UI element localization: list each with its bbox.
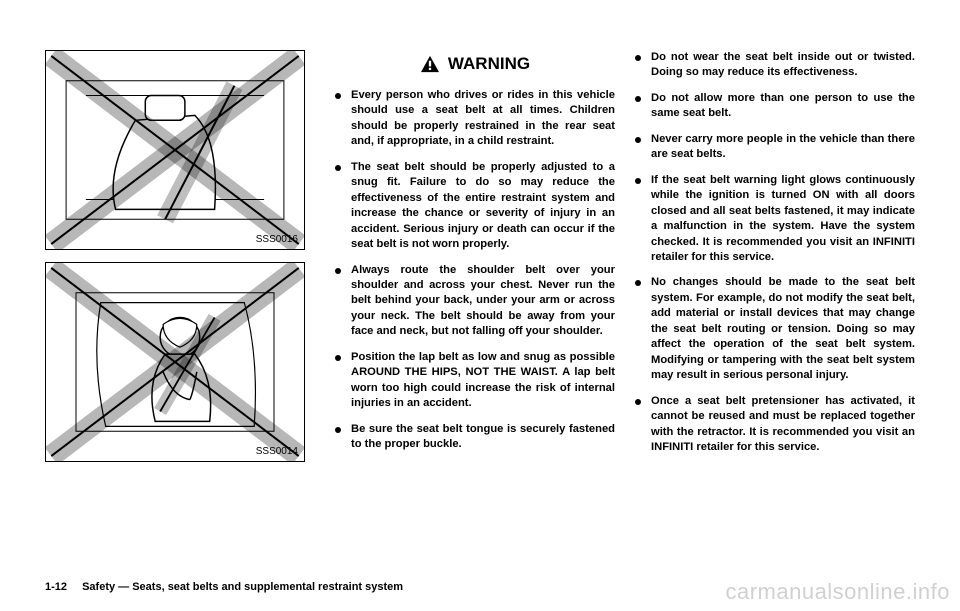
list-item: If the seat belt warning light glows con… (635, 173, 915, 266)
bullet-dot-icon (335, 427, 341, 433)
column-right: Do not wear the seat belt inside out or … (635, 50, 915, 581)
bullet-dot-icon (635, 96, 641, 102)
warning-triangle-icon (420, 55, 440, 73)
list-item: The seat belt should be properly adjuste… (335, 160, 615, 253)
list-item: Every person who drives or rides in this… (335, 88, 615, 150)
column-middle: WARNING Every person who drives or rides… (335, 50, 615, 581)
bullet-list-col3: Do not wear the seat belt inside out or … (635, 50, 915, 465)
bullet-dot-icon (635, 137, 641, 143)
list-item: Position the lap belt as low and snug as… (335, 350, 615, 412)
page-number: 1-12 (45, 581, 67, 593)
list-item: No changes should be made to the seat be… (635, 275, 915, 383)
page-container: SSS0016 (0, 0, 960, 611)
bullet-text: If the seat belt warning light glows con… (651, 173, 915, 266)
bullet-text: No changes should be made to the seat be… (651, 275, 915, 383)
page-footer: 1-12 Safety — Seats, seat belts and supp… (45, 581, 403, 593)
bullet-text: Every person who drives or rides in this… (351, 88, 615, 150)
bullet-dot-icon (335, 165, 341, 171)
watermark: carmanualsonline.info (725, 579, 950, 605)
list-item: Do not allow more than one person to use… (635, 91, 915, 122)
figure-2-svg (46, 263, 304, 461)
list-item: Do not wear the seat belt inside out or … (635, 50, 915, 81)
column-figures: SSS0016 (45, 50, 315, 581)
bullet-text: The seat belt should be properly adjuste… (351, 160, 615, 253)
figure-1: SSS0016 (45, 50, 305, 250)
bullet-text: Once a seat belt pretensioner has activa… (651, 394, 915, 456)
bullet-text: Do not wear the seat belt inside out or … (651, 50, 915, 81)
figure-1-svg (46, 51, 304, 249)
bullet-dot-icon (635, 178, 641, 184)
bullet-text: Always route the shoulder belt over your… (351, 263, 615, 340)
figure-1-label: SSS0016 (256, 234, 298, 245)
bullet-text: Never carry more people in the vehicle t… (651, 132, 915, 163)
figure-2-label: SSS0014 (256, 446, 298, 457)
list-item: Always route the shoulder belt over your… (335, 263, 615, 340)
bullet-dot-icon (335, 268, 341, 274)
bullet-dot-icon (335, 355, 341, 361)
bullet-dot-icon (635, 280, 641, 286)
list-item: Be sure the seat belt tongue is securely… (335, 422, 615, 453)
list-item: Never carry more people in the vehicle t… (635, 132, 915, 163)
warning-header: WARNING (335, 54, 615, 74)
warning-label: WARNING (448, 54, 530, 74)
bullet-text: Be sure the seat belt tongue is securely… (351, 422, 615, 453)
bullet-dot-icon (635, 55, 641, 61)
section-title: Safety — Seats, seat belts and supplemen… (82, 581, 403, 593)
figure-2: SSS0014 (45, 262, 305, 462)
list-item: Once a seat belt pretensioner has activa… (635, 394, 915, 456)
bullet-dot-icon (635, 399, 641, 405)
bullet-text: Position the lap belt as low and snug as… (351, 350, 615, 412)
bullet-text: Do not allow more than one person to use… (651, 91, 915, 122)
bullet-dot-icon (335, 93, 341, 99)
bullet-list-col2: Every person who drives or rides in this… (335, 88, 615, 463)
